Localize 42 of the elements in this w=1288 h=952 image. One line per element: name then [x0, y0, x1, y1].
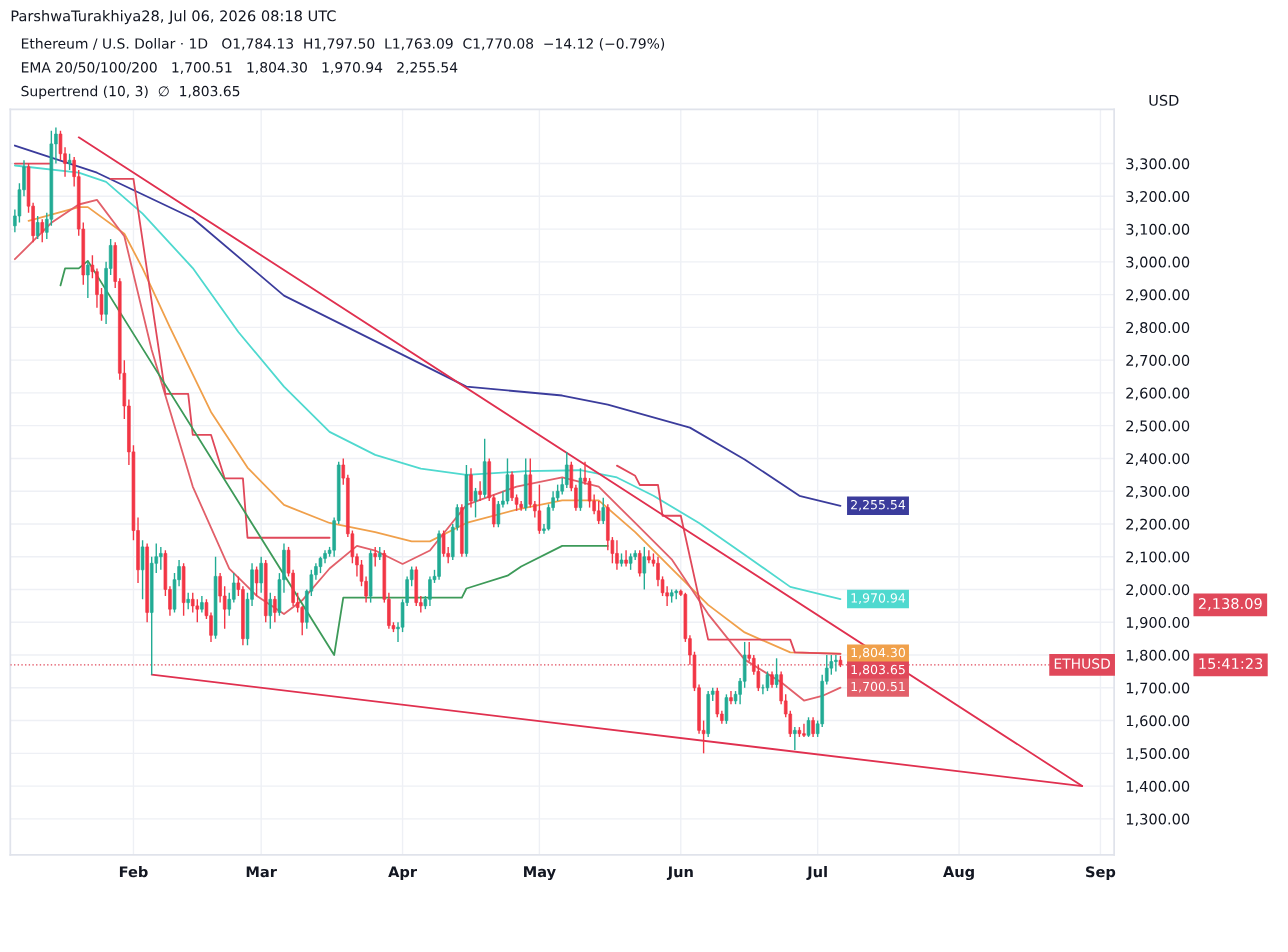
ref-line-label: ETHUSD — [1054, 658, 1110, 669]
y-tick-label: 2,900.00 — [1126, 289, 1190, 302]
y-axis-title: USD — [1149, 94, 1179, 106]
text: 2,138.09 — [1198, 598, 1262, 611]
y-tick-label: 2,400.00 — [1126, 453, 1190, 466]
x-tick-label: May — [524, 866, 556, 881]
data-label: 1,803.65 — [851, 664, 905, 676]
y-tick-label: 3,100.00 — [1126, 223, 1190, 237]
text: EMA 20/50/100/200 1,700.51 1,804.30 1,970.94 2,255.54 — [21, 62, 458, 74]
data-label: 1,970.94 — [851, 593, 906, 604]
x-tick-label: Apr — [388, 866, 417, 881]
x-tick-label: Sep — [1086, 866, 1116, 881]
y-tick-label: 3,200.00 — [1126, 191, 1190, 204]
y-tick-label: 2,000.00 — [1126, 584, 1190, 597]
y-tick-label: 1,800.00 — [1126, 649, 1190, 663]
y-tick-label: 1,500.00 — [1126, 748, 1190, 761]
data-label: 1,700.51 — [851, 681, 905, 693]
x-tick-label: Aug — [943, 866, 974, 881]
y-tick-label: 2,600.00 — [1126, 387, 1190, 401]
y-tick-label: 1,900.00 — [1126, 616, 1190, 630]
data-label: 1,804.30 — [851, 647, 905, 659]
y-tick-label: 2,200.00 — [1126, 518, 1190, 532]
y-tick-label: 2,800.00 — [1126, 322, 1190, 335]
x-tick-label: Jul — [806, 866, 827, 881]
text: 15:41:23 — [1199, 658, 1263, 670]
y-tick-label: 1,400.00 — [1126, 780, 1190, 794]
text: Ethereum / U.S. Dollar · 1D O1,784.13 H1,797.50 L1,763.09 C1,770.08 −14.12 (−0.79%) — [21, 38, 665, 51]
y-tick-label: 3,300.00 — [1126, 158, 1190, 171]
y-tick-label: 2,700.00 — [1126, 354, 1190, 368]
chart-title: ParshwaTurakhiya28, Jul 06, 2026 08:18 UTC — [11, 10, 336, 25]
x-tick-label: Mar — [246, 866, 277, 878]
y-tick-label: 2,300.00 — [1126, 485, 1190, 499]
x-tick-label: Feb — [119, 866, 148, 878]
text: Supertrend (10, 3) ∅ 1,803.65 — [21, 85, 240, 100]
y-tick-label: 2,100.00 — [1126, 551, 1190, 564]
data-label: 2,255.54 — [851, 499, 906, 511]
y-tick-label: 2,500.00 — [1126, 420, 1190, 433]
y-tick-label: 1,600.00 — [1126, 715, 1190, 728]
y-tick-label: 3,000.00 — [1126, 256, 1190, 270]
x-tick-label: Jun — [666, 866, 693, 881]
y-tick-label: 1,300.00 — [1126, 813, 1190, 827]
y-tick-label: 1,700.00 — [1126, 682, 1190, 696]
